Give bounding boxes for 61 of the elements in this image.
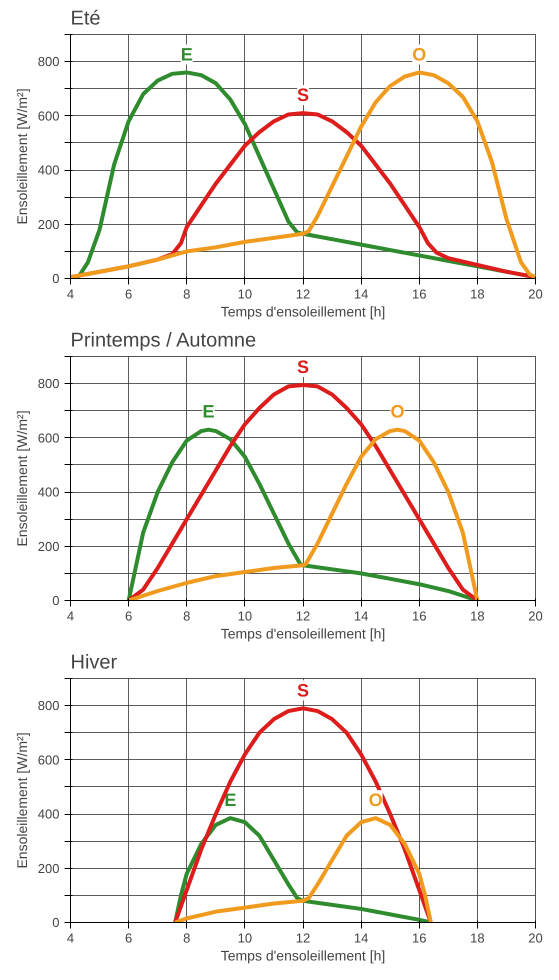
y-axis-title: Ensoleillement [W/m²] <box>14 732 30 869</box>
y-tick-label: 200 <box>38 860 60 876</box>
x-tick-label: 12 <box>296 608 310 624</box>
x-tick-label: 14 <box>354 608 368 624</box>
series-label: O <box>368 790 383 810</box>
y-tick-label: 400 <box>38 484 60 500</box>
y-tick-label: 200 <box>38 216 60 232</box>
y-axis-title: Ensoleillement [W/m²] <box>14 410 30 547</box>
series-label: S <box>296 680 310 700</box>
y-tick-label: 600 <box>38 752 60 768</box>
x-tick-label: 10 <box>238 608 252 624</box>
y-tick-label: 400 <box>38 806 60 822</box>
x-tick-label: 18 <box>470 286 485 302</box>
x-tick-label: 4 <box>66 608 74 624</box>
y-axis-title: Ensoleillement [W/m²] <box>14 88 30 225</box>
line-series <box>173 816 433 922</box>
series-label: S <box>296 85 310 106</box>
x-axis-title: Temps d'ensoleillement [h] <box>220 948 386 964</box>
chart-title: Printemps / Automne <box>70 330 256 352</box>
series-label: E <box>180 44 193 64</box>
x-tick-label: 20 <box>528 608 543 624</box>
x-tick-label: 6 <box>125 286 132 302</box>
y-tick-label: 600 <box>38 430 60 446</box>
x-tick-label: 4 <box>66 930 74 946</box>
x-tick-label: 8 <box>183 608 190 624</box>
x-tick-label: 16 <box>412 608 426 624</box>
x-tick-label: 18 <box>470 608 485 624</box>
series-label: O <box>412 44 426 64</box>
x-tick-label: 16 <box>412 286 426 302</box>
chart-title: Hiver <box>70 652 118 674</box>
y-tick-label: 400 <box>38 162 60 178</box>
x-tick-label: 14 <box>354 930 368 946</box>
series-label: E <box>224 790 236 810</box>
series-label: E <box>202 402 215 422</box>
y-tick-label: 0 <box>52 915 60 930</box>
x-tick-label: 10 <box>238 930 252 946</box>
x-tick-label: 6 <box>125 608 132 624</box>
x-tick-label: 6 <box>125 930 132 946</box>
series-label: O <box>390 402 404 422</box>
series-label: S <box>296 356 310 377</box>
x-tick-label: 14 <box>354 286 368 302</box>
y-tick-label: 600 <box>38 108 60 124</box>
y-tick-label: 0 <box>52 271 60 286</box>
x-axis-title: Temps d'ensoleillement [h] <box>220 304 386 320</box>
x-tick-label: 20 <box>528 930 543 946</box>
x-tick-label: 8 <box>183 930 190 946</box>
x-tick-label: 18 <box>470 930 485 946</box>
x-tick-label: 12 <box>296 286 310 302</box>
x-tick-label: 16 <box>412 930 426 946</box>
y-tick-label: 800 <box>38 698 60 714</box>
y-tick-label: 0 <box>52 593 60 608</box>
x-tick-label: 12 <box>296 930 310 946</box>
x-axis-title: Temps d'ensoleillement [h] <box>220 626 386 642</box>
y-tick-label: 200 <box>38 538 60 554</box>
chart-title: Eté <box>70 8 101 30</box>
x-tick-label: 10 <box>238 286 252 302</box>
y-tick-label: 800 <box>38 376 60 392</box>
x-tick-label: 20 <box>528 286 543 302</box>
x-tick-label: 8 <box>183 286 190 302</box>
y-tick-label: 800 <box>38 54 60 70</box>
x-tick-label: 4 <box>66 286 74 302</box>
